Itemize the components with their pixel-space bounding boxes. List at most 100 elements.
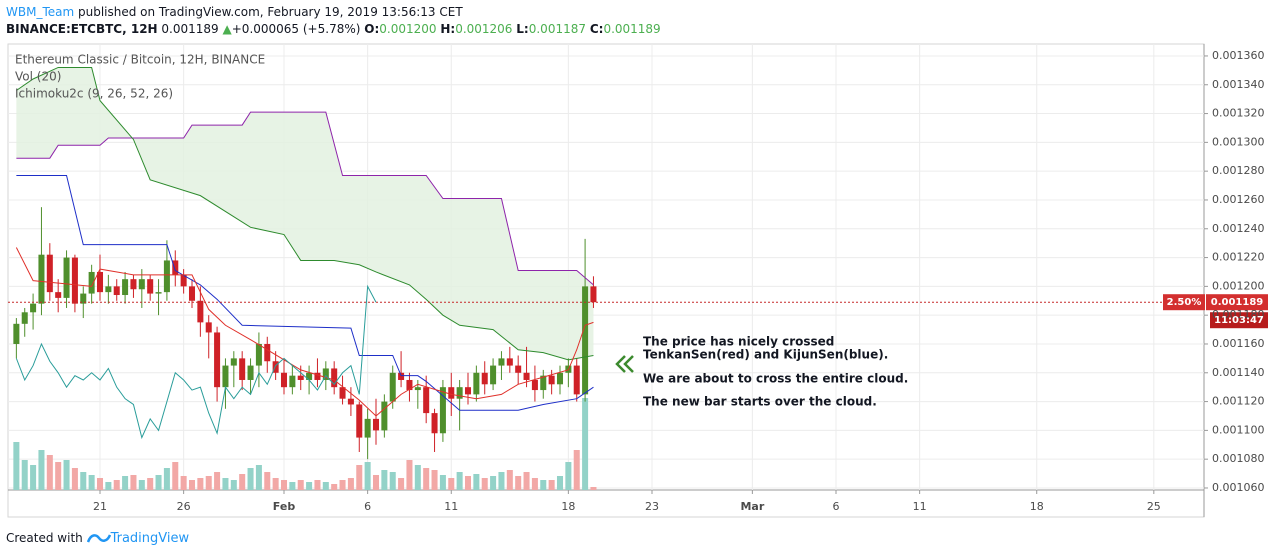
candle-body bbox=[55, 292, 62, 298]
symbol-line: BINANCE:ETCBTC, 12H 0.001189 ▲+0.000065 … bbox=[6, 22, 661, 36]
candle-body bbox=[122, 279, 129, 296]
footer-brand[interactable]: TradingView bbox=[110, 531, 190, 546]
indicator-line bbox=[16, 174, 594, 411]
candle-body bbox=[398, 372, 405, 380]
candle-body bbox=[356, 404, 363, 438]
legend-item: Ichimoku2c (9, 26, 52, 26) bbox=[15, 87, 173, 101]
volume-bar bbox=[347, 478, 354, 490]
volume-bar bbox=[556, 476, 564, 490]
candle-body bbox=[214, 332, 221, 388]
volume-bar bbox=[481, 478, 488, 490]
volume-bar bbox=[573, 450, 580, 490]
volume-bar bbox=[314, 480, 321, 490]
volume-bar bbox=[80, 472, 87, 490]
candle-body bbox=[297, 375, 304, 380]
footer-text: Created with bbox=[6, 531, 83, 545]
volume-bar bbox=[30, 465, 37, 490]
candle-body bbox=[481, 372, 488, 385]
candle-body bbox=[30, 303, 37, 313]
volume-bar bbox=[255, 465, 262, 490]
x-tick-label: 11 bbox=[913, 500, 927, 513]
candle-body bbox=[464, 387, 472, 395]
volume-bar bbox=[464, 476, 472, 490]
volume-bar bbox=[272, 478, 279, 490]
volume-bar bbox=[197, 478, 204, 490]
x-tick-label: 18 bbox=[561, 500, 575, 513]
candle-body bbox=[347, 398, 354, 405]
volume-bar bbox=[414, 465, 421, 490]
volume-bar bbox=[55, 462, 62, 490]
candle-body bbox=[473, 372, 480, 395]
legend-title: Ethereum Classic / Bitcoin, 12H, BINANCE bbox=[15, 53, 265, 67]
ohlc-key: L: bbox=[516, 22, 529, 36]
candle-body bbox=[389, 372, 396, 402]
chart: Ethereum Classic / Bitcoin, 12H, BINANCE… bbox=[7, 43, 1268, 518]
candle-body bbox=[239, 358, 246, 380]
logo-icon bbox=[86, 534, 111, 543]
volume-bar bbox=[515, 476, 522, 490]
candle-body bbox=[314, 372, 321, 380]
candle-body bbox=[339, 387, 346, 399]
candle-body bbox=[163, 260, 170, 293]
ohlc-value: 0.001187 bbox=[528, 22, 586, 36]
volume-bar bbox=[381, 470, 388, 490]
x-tick-label: 6 bbox=[833, 500, 840, 513]
x-tick-label: 26 bbox=[177, 500, 191, 513]
volume-bar bbox=[214, 472, 221, 490]
volume-bar bbox=[96, 478, 104, 490]
candle-body bbox=[414, 387, 421, 391]
candle-body bbox=[88, 271, 95, 294]
y-tick-label: 0.001080 bbox=[1212, 452, 1265, 465]
volume-bar bbox=[130, 475, 137, 490]
candle-body bbox=[197, 300, 204, 323]
candle-body bbox=[113, 286, 120, 296]
volume-bar bbox=[205, 476, 212, 490]
y-tick-label: 0.001160 bbox=[1212, 337, 1265, 350]
candle-body bbox=[71, 257, 78, 304]
candle-body bbox=[556, 372, 564, 385]
symbol: BINANCE:ETCBTC, 12H bbox=[6, 22, 158, 36]
indicator-line bbox=[15, 247, 594, 417]
indicator-line bbox=[15, 284, 377, 440]
candles bbox=[13, 207, 597, 460]
y-tick-label: 0.001340 bbox=[1212, 78, 1265, 91]
candle-body bbox=[498, 358, 505, 366]
volume-bar bbox=[456, 472, 463, 490]
price-tag bbox=[1206, 294, 1268, 311]
volume-bar bbox=[565, 462, 572, 490]
y-tick-label: 0.001140 bbox=[1212, 366, 1265, 379]
volume-bar bbox=[113, 480, 120, 490]
volume-bar bbox=[331, 484, 338, 490]
volume-bar bbox=[364, 462, 371, 490]
volume-bar bbox=[105, 482, 112, 490]
volume-bar bbox=[398, 478, 405, 490]
candle-body bbox=[96, 271, 104, 293]
candle-body bbox=[306, 372, 313, 380]
volume-bar bbox=[423, 468, 430, 490]
change-label: 2.50% bbox=[1167, 297, 1202, 308]
volume-bar bbox=[439, 475, 446, 490]
ohlc-value: 0.001200 bbox=[379, 22, 437, 36]
y-tick-label: 0.001200 bbox=[1212, 279, 1265, 292]
volume-bar bbox=[339, 480, 346, 490]
author-link[interactable]: WBM_Team bbox=[6, 5, 75, 19]
volume-bar bbox=[506, 470, 513, 490]
annotation: We are about to cross the entire cloud. bbox=[643, 372, 908, 386]
candle-body bbox=[155, 292, 162, 294]
candle-body bbox=[381, 401, 388, 431]
candle-body bbox=[247, 365, 254, 380]
x-tick-label: 21 bbox=[93, 500, 107, 513]
volume-bar bbox=[389, 472, 396, 490]
candle-body bbox=[21, 312, 28, 324]
x-tick-label: 6 bbox=[364, 500, 371, 513]
volume-bar bbox=[356, 465, 363, 490]
candle-body bbox=[372, 418, 380, 431]
candle-body bbox=[138, 279, 145, 290]
volume-bar bbox=[548, 480, 555, 490]
candle-body bbox=[147, 279, 154, 294]
countdown-tag bbox=[1210, 312, 1268, 329]
candle-body bbox=[431, 413, 438, 434]
candle-body bbox=[180, 274, 187, 287]
price: 0.001189 bbox=[161, 22, 219, 36]
